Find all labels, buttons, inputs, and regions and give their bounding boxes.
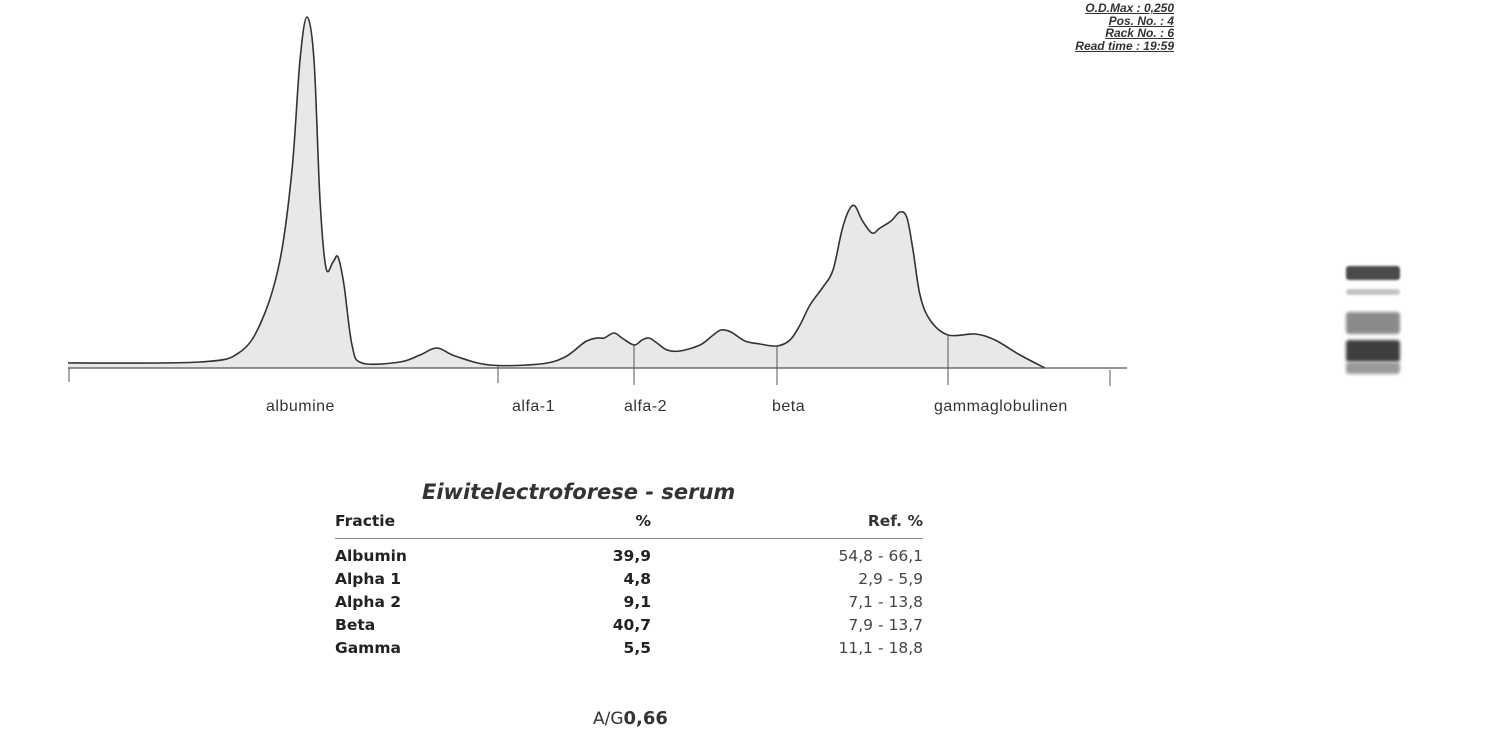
gel-strip-image [1346, 262, 1400, 377]
rack-no: Rack No. : 6 [1105, 26, 1174, 40]
table-header: Fractie % Ref. % [335, 510, 923, 539]
ag-label: A/G [593, 709, 624, 729]
cell-ref: 54,8 - 66,1 [838, 547, 923, 565]
electrophoresis-densitogram [67, 16, 1127, 386]
densitogram-curve [67, 16, 1046, 369]
cell-fraction: Alpha 1 [335, 570, 402, 588]
ag-ratio: A/G0,66 [593, 708, 668, 729]
cell-percent: 4,8 [623, 570, 651, 588]
od-max: O.D.Max : 0,250 [1085, 1, 1174, 15]
cell-percent: 9,1 [623, 593, 651, 611]
cell-ref: 2,9 - 5,9 [858, 570, 923, 588]
densitogram-area [68, 17, 1045, 368]
cell-percent: 5,5 [623, 639, 651, 657]
fraction-label-albumine: albumine [266, 398, 335, 415]
table-row: Alpha 1 4,8 2,9 - 5,9 [335, 568, 923, 591]
table-row: Albumin 39,9 54,8 - 66,1 [335, 545, 923, 568]
cell-fraction: Alpha 2 [335, 593, 402, 611]
fraction-label-beta: beta [772, 398, 806, 415]
fraction-label-gamma: gammaglobulinen [934, 398, 1068, 415]
table-row: Beta 40,7 7,9 - 13,7 [335, 614, 923, 637]
fraction-label-alfa2: alfa-2 [624, 398, 668, 415]
results-table: Fractie % Ref. % Albumin 39,9 54,8 - 66,1 A… [335, 510, 923, 660]
read-time: Read time : 19:59 [1075, 38, 1174, 53]
cell-fraction: Gamma [335, 639, 401, 657]
cell-ref: 7,1 - 13,8 [848, 593, 923, 611]
pos-no: Pos. No. : 4 [1108, 13, 1174, 28]
cell-percent: 39,9 [612, 547, 651, 565]
col-percent: % [535, 510, 651, 539]
cell-fraction: Albumin [335, 547, 407, 565]
fraction-label-alfa1: alfa-1 [512, 398, 556, 415]
table-row: Alpha 2 9,1 7,1 - 13,8 [335, 591, 923, 614]
cell-percent: 40,7 [612, 616, 651, 634]
instrument-info: O.D.Max : 0,250 Pos. No. : 4 Rack No. : … [1075, 2, 1174, 52]
cell-ref: 7,9 - 13,7 [848, 616, 923, 634]
cell-fraction: Beta [335, 616, 376, 634]
col-ref: Ref. % [651, 510, 923, 539]
col-fractie: Fractie [335, 510, 535, 539]
table-row: Gamma 5,5 11,1 - 18,8 [335, 637, 923, 660]
results-title: Eiwitelectroforese - serum [422, 480, 736, 504]
cell-ref: 11,1 - 18,8 [838, 639, 923, 657]
ag-value: 0,66 [623, 708, 668, 729]
